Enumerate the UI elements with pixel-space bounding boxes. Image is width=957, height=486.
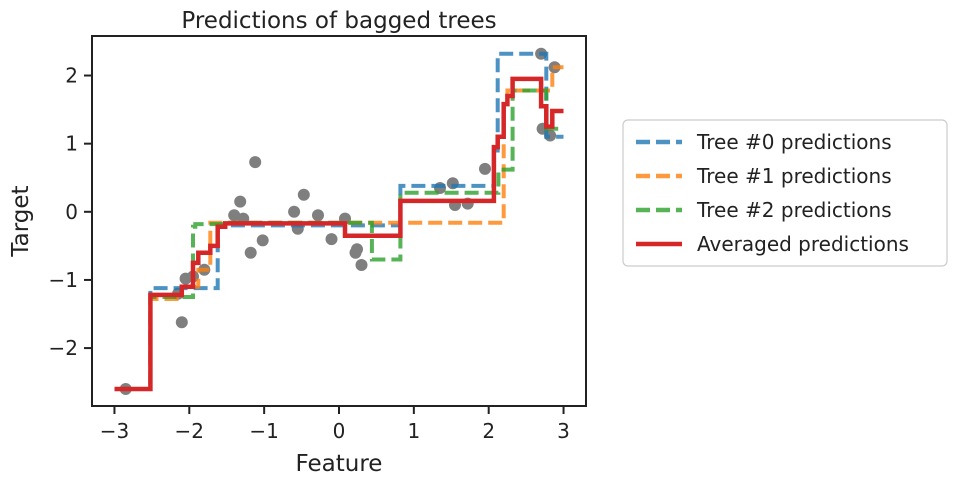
prediction-lines: [114, 51, 564, 392]
x-tick-label: 1: [407, 419, 420, 443]
legend-box: [622, 119, 948, 267]
scatter-point: [312, 209, 324, 222]
series-line-0: [114, 51, 564, 391]
scatter-point: [351, 243, 363, 256]
scatter-point: [175, 316, 188, 329]
scatter-point: [249, 156, 262, 169]
legend-label: Tree #2 predictions: [696, 198, 892, 222]
legend-label: Tree #1 predictions: [696, 164, 892, 188]
x-tick-label: 2: [482, 419, 495, 443]
x-tick-label: 0: [333, 419, 346, 443]
x-tick-label: −1: [249, 419, 278, 443]
x-tick-label: −3: [100, 419, 129, 443]
series-line-1: [114, 65, 564, 391]
scatter-point: [288, 205, 301, 218]
scatter-point: [244, 246, 257, 259]
series-line-3: [114, 76, 564, 392]
legend: Tree #0 predictions Tree #1 predictions Tr…: [622, 119, 948, 267]
y-tick-label: 1: [65, 132, 78, 156]
legend-label: Tree #0 predictions: [696, 130, 892, 154]
chart-title: Predictions of bagged trees: [181, 8, 496, 34]
x-tick-label: −2: [175, 419, 204, 443]
scatter-point: [297, 188, 310, 201]
scatter-point: [234, 195, 247, 208]
y-tick-label: −2: [49, 336, 78, 360]
legend-label: Averaged predictions: [697, 232, 909, 256]
x-axis: −3 −2 −1 0 1 2 3: [100, 406, 570, 443]
scatter-point: [228, 209, 241, 222]
plot-area: [114, 47, 564, 395]
scatter-point: [256, 234, 269, 247]
y-tick-label: −1: [49, 268, 78, 292]
scatter-point: [355, 259, 368, 271]
y-tick-label: 2: [65, 64, 78, 88]
y-tick-label: 0: [65, 200, 78, 224]
y-axis-label: Target: [8, 185, 34, 257]
scatter-point: [325, 233, 338, 246]
y-axis: −2 −1 0 1 2: [49, 64, 92, 360]
scatter-point: [479, 162, 491, 175]
x-axis-label: Feature: [296, 451, 383, 477]
x-tick-label: 3: [557, 419, 570, 443]
